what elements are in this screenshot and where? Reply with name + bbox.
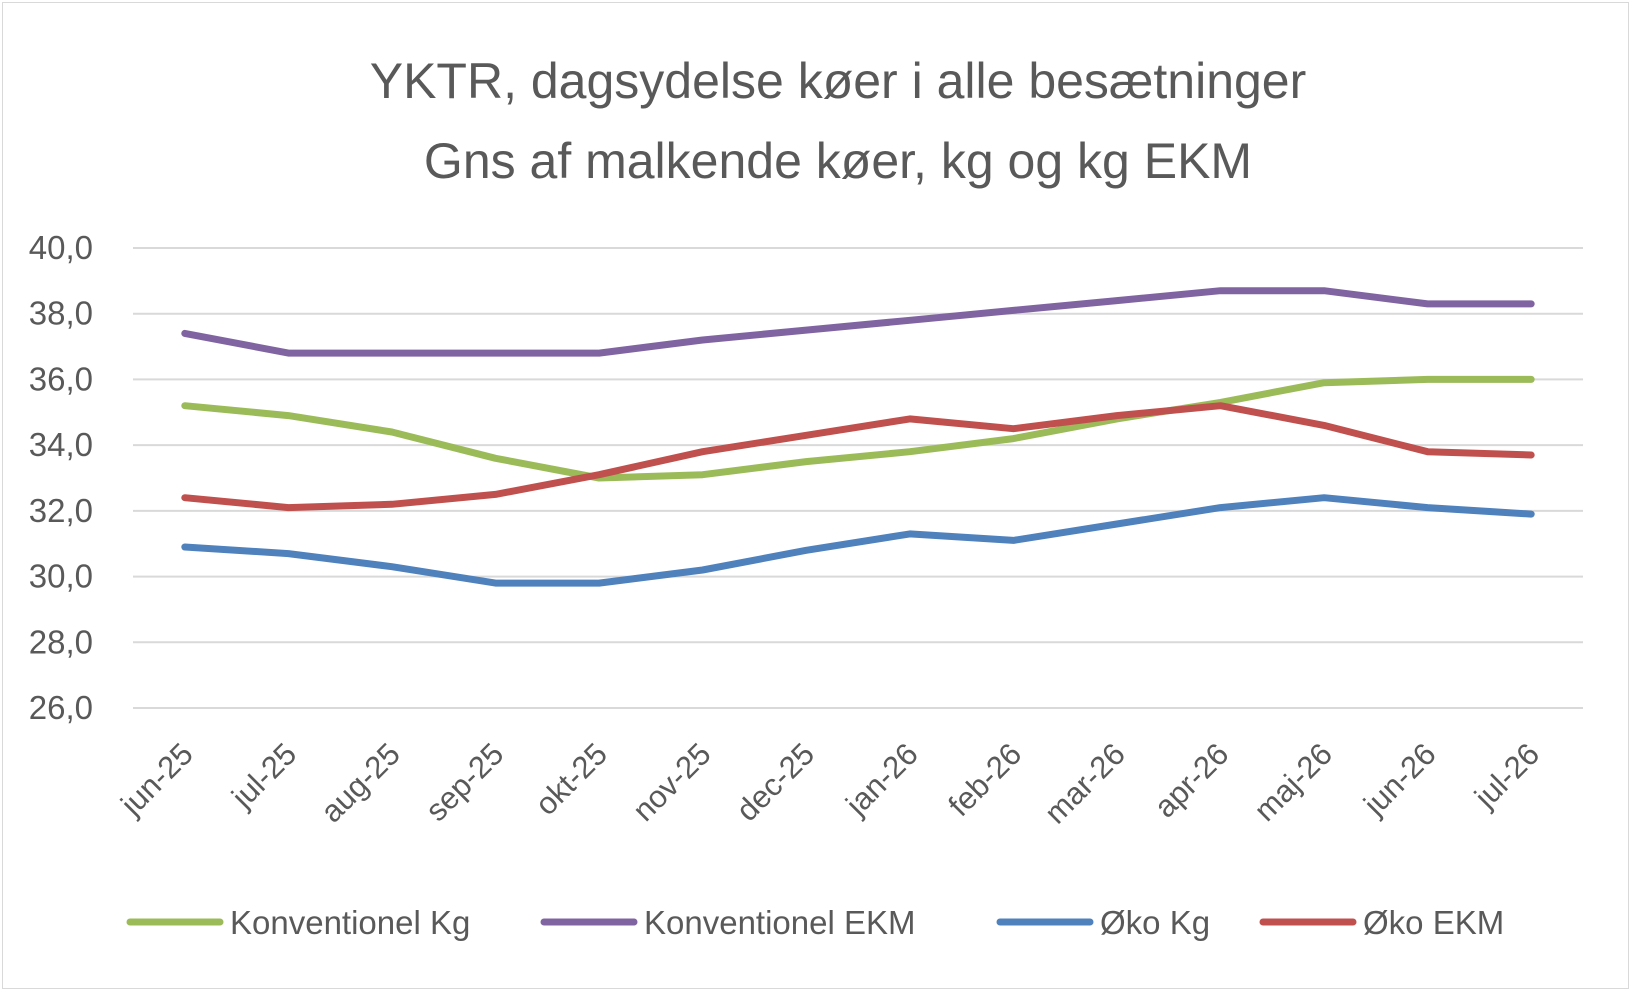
x-tick-label: feb-26 (941, 736, 1028, 823)
x-tick-label: jun-25 (113, 736, 199, 822)
series-line (181, 287, 1535, 357)
x-tick-label: dec-25 (729, 736, 821, 828)
x-tick-label: okt-25 (528, 736, 614, 822)
x-tick-label: aug-25 (314, 736, 407, 829)
y-tick-label: 40,0 (29, 229, 93, 266)
gridlines (133, 247, 1583, 709)
y-tick-label: 34,0 (29, 426, 93, 463)
x-tick-label: jun-26 (1356, 736, 1442, 822)
series-lines (181, 287, 1535, 587)
legend-label: Konventionel EKM (644, 904, 916, 941)
chart-title: YKTR, dagsydelse køer i alle besætninger (370, 53, 1307, 109)
x-axis-ticks: jun-25 jul-25 aug-25 sep-25 okt-25 nov-25 dec-… (113, 736, 1546, 830)
legend-label: Øko EKM (1363, 904, 1504, 941)
x-tick-label: jul-25 (224, 736, 303, 815)
y-tick-label: 30,0 (29, 558, 93, 595)
chart-subtitle: Gns af malkende køer, kg og kg EKM (424, 133, 1252, 189)
series-line (181, 375, 1535, 482)
series-line (181, 494, 1535, 587)
x-tick-label: maj-26 (1247, 736, 1339, 828)
y-tick-label: 38,0 (29, 295, 93, 332)
x-tick-label: sep-25 (419, 736, 511, 828)
legend-label: Konventionel Kg (230, 904, 470, 941)
y-tick-label: 26,0 (29, 689, 93, 726)
y-tick-label: 32,0 (29, 492, 93, 529)
x-tick-label: jul-26 (1467, 736, 1546, 815)
x-tick-label: apr-26 (1147, 736, 1235, 824)
series-line (181, 402, 1535, 512)
legend: Konventionel Kg Konventionel EKM Øko Kg Øko… (126, 904, 1504, 941)
x-tick-label: nov-25 (626, 736, 718, 828)
y-tick-label: 28,0 (29, 623, 93, 660)
legend-label: Øko Kg (1100, 904, 1210, 941)
x-tick-label: jan-26 (838, 736, 924, 822)
y-tick-label: 36,0 (29, 360, 93, 397)
y-axis-ticks: 26,0 28,0 30,0 32,0 34,0 36,0 38,0 40,0 (29, 229, 93, 726)
x-tick-label: mar-26 (1038, 736, 1132, 830)
